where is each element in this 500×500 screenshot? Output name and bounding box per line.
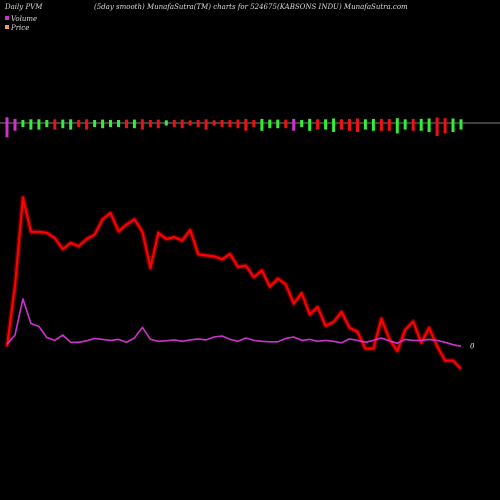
legend-price: Price [5,24,29,32]
volume-bar [204,119,208,130]
volume-bar [172,120,176,127]
volume-bar [13,118,17,131]
volume-bar [411,118,415,131]
legend-volume-swatch [5,16,9,20]
volume-bar [117,120,120,127]
volume-bar [427,118,431,132]
volume-bar [220,120,224,127]
chart-source: (KABSONS INDU) MunafaSutra.com [277,3,408,11]
volume-bar [284,119,288,129]
volume-bar [132,119,136,129]
volume-bar [37,119,41,130]
volume-bars [5,117,463,138]
volume-bar [324,119,328,130]
price-line [5,196,462,370]
volume-bar [109,120,112,127]
volume-bar [387,118,391,131]
volume-bar [356,118,359,132]
volume-bar [69,119,73,130]
volume-bar [180,119,184,129]
legend-price-label: Price [11,24,30,32]
chart-title: (5day smooth) MunafaSutra(TM) charts for… [94,3,277,11]
volume-bar [45,120,49,127]
volume-bar [140,119,144,130]
volume-bar [53,119,57,130]
volume-bar [300,120,304,127]
volume-bar [443,118,447,134]
volume-bar [459,119,463,130]
volume-bar [77,120,81,127]
volume-bar [164,120,168,126]
volume-bar [348,118,351,131]
volume-bar [236,119,240,129]
volume-bar [403,119,407,130]
volume-bar [260,118,264,131]
volume-bar [451,118,455,132]
chart-label-left: Daily PVM [5,3,43,11]
volume-bar [340,119,343,130]
volume-bar [29,119,33,130]
volume-bar [101,119,105,129]
pvm-line [6,298,462,347]
volume-bar [276,119,280,129]
volume-bar [371,118,375,131]
volume-bar [212,120,216,126]
volume-bar [196,120,200,127]
volume-bar [316,119,320,130]
volume-bar [125,119,128,129]
legend-price-swatch [5,25,9,29]
legend-volume-label: Volume [11,15,38,23]
volume-bar [252,120,256,127]
volume-bar [228,120,232,127]
volume-bar [21,120,25,127]
volume-bar [5,117,9,138]
volume-bar [93,120,97,127]
volume-bar [292,118,296,131]
volume-bar [363,119,367,130]
last-value-label: 0 [470,343,475,351]
volume-bar [61,119,65,129]
volume-bar [379,118,383,131]
volume-bar [308,118,312,131]
volume-bar [419,118,423,131]
volume-bar [148,120,152,127]
volume-bar [244,118,248,131]
volume-bar [156,119,160,129]
volume-bar [395,118,399,134]
volume-bar [268,119,272,129]
volume-bar [435,117,439,136]
volume-bar [188,120,192,126]
volume-bar [332,118,336,132]
volume-bar [85,119,89,130]
legend-volume: Volume [5,15,37,23]
